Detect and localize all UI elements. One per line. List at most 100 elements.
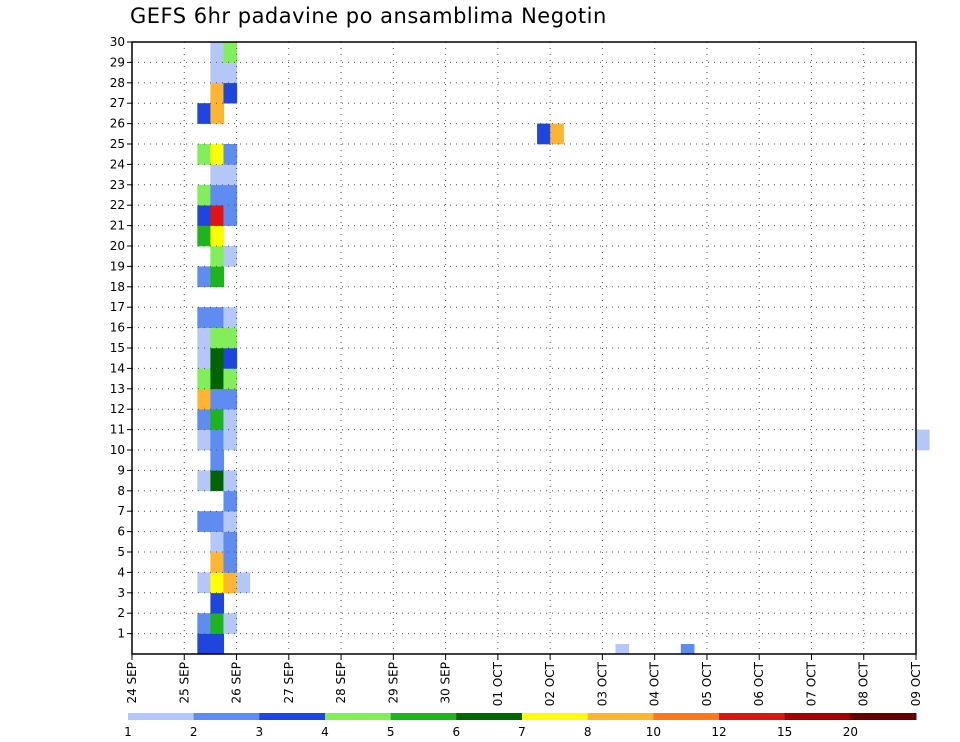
colorbar: 1 2 3 4 5 6 7 8 10 12 15 20 xyxy=(124,713,917,739)
heatmap-cell xyxy=(197,388,211,410)
y-tick-label: 11 xyxy=(110,423,125,437)
heatmap-cell xyxy=(223,388,238,410)
y-tick-label: 17 xyxy=(110,300,125,314)
y-tick-label: 23 xyxy=(110,178,125,192)
colorbar-label: 6 xyxy=(453,725,461,739)
colorbar-swatch xyxy=(784,713,851,720)
x-tick-label: 08 OCT xyxy=(857,661,871,706)
y-tick-label: 8 xyxy=(117,484,125,498)
x-tick-label: 01 OCT xyxy=(491,661,505,706)
heatmap-cell xyxy=(537,123,551,145)
chart-title: GEFS 6hr padavine po ansamblima Negotin xyxy=(130,4,607,28)
heatmap-cell xyxy=(210,164,225,186)
heatmap-cell xyxy=(223,511,238,532)
heatmap-cell xyxy=(197,429,211,451)
heatmap-cell xyxy=(210,62,225,84)
heatmap-cell xyxy=(223,184,238,206)
y-tick-label: 2 xyxy=(117,606,125,620)
colorbar-swatch xyxy=(522,713,589,720)
heatmap-cell xyxy=(223,552,238,573)
y-tick-label: 14 xyxy=(110,361,125,375)
y-tick-label: 5 xyxy=(117,545,125,559)
colorbar-swatch xyxy=(193,713,260,720)
heatmap-cell xyxy=(210,592,225,614)
heatmap-cell xyxy=(197,327,211,349)
heatmap-cell xyxy=(197,348,211,369)
y-tick-label: 19 xyxy=(110,259,125,273)
heatmap-cell xyxy=(197,613,211,634)
x-tick-label: 24 SEP xyxy=(125,662,139,704)
heatmap-cell xyxy=(210,531,225,553)
heatmap-cell xyxy=(223,82,238,104)
colorbar-label: 5 xyxy=(387,725,395,739)
heatmap-cell xyxy=(210,348,225,369)
colorbar-label: 2 xyxy=(190,725,198,739)
heatmap-cell xyxy=(223,62,238,84)
heatmap-cell xyxy=(223,613,238,634)
y-tick-label: 13 xyxy=(110,382,125,396)
heatmap-cell xyxy=(210,144,225,165)
x-tick-label: 29 SEP xyxy=(386,662,400,704)
y-tick-label: 20 xyxy=(110,239,125,253)
heatmap-cell xyxy=(223,246,238,267)
heatmap-cell xyxy=(210,429,225,451)
heatmap-cell xyxy=(223,572,238,594)
y-tick-label: 4 xyxy=(117,565,125,579)
colorbar-swatch xyxy=(850,713,917,720)
x-axis: 24 SEP 25 SEP 26 SEP 27 SEP 28 SEP 29 SEP 30 S… xyxy=(125,654,923,706)
heatmap-cell xyxy=(197,409,211,430)
x-tick-label: 09 OCT xyxy=(909,661,923,706)
x-tick-label: 30 SEP xyxy=(439,662,453,704)
y-tick-label: 3 xyxy=(117,586,125,600)
heatmap-cell xyxy=(210,470,225,492)
heatmap-cell xyxy=(210,327,225,349)
heatmap-cell xyxy=(197,572,211,594)
heatmap-cell xyxy=(210,246,225,267)
heatmap-cell xyxy=(223,327,238,349)
heatmap-cell xyxy=(210,184,225,206)
colorbar-swatch xyxy=(587,713,654,720)
x-tick-label: 02 OCT xyxy=(543,661,557,706)
heatmap-cell xyxy=(680,644,695,655)
x-tick-label: 26 SEP xyxy=(230,662,244,704)
y-tick-label: 10 xyxy=(110,443,125,457)
x-tick-label: 03 OCT xyxy=(595,661,609,706)
heatmap-cell xyxy=(197,307,211,328)
heatmap-cell xyxy=(223,409,238,430)
heatmap-cell xyxy=(210,42,225,63)
heatmap-cell xyxy=(210,511,225,532)
x-tick-label: 27 SEP xyxy=(282,662,296,704)
heatmap-cell xyxy=(210,103,225,124)
heatmap-cell xyxy=(210,266,225,288)
heatmap-cell xyxy=(210,409,225,430)
heatmap-cell xyxy=(197,144,211,165)
heatmap-cell xyxy=(210,225,225,247)
heatmap-cell xyxy=(223,368,238,390)
heatmap-cell xyxy=(223,470,238,492)
heatmap-cell xyxy=(210,552,225,573)
y-tick-label: 27 xyxy=(110,96,125,110)
heatmap-cell xyxy=(210,82,225,104)
colorbar-label: 10 xyxy=(646,725,661,739)
colorbar-swatch xyxy=(128,713,195,720)
x-tick-label: 25 SEP xyxy=(177,662,191,704)
heatmap-cell xyxy=(197,633,211,655)
colorbar-swatch xyxy=(390,713,457,720)
colorbar-label: 1 xyxy=(124,725,132,739)
heatmap-cell xyxy=(223,42,238,63)
heatmap-cell xyxy=(210,450,225,471)
y-tick-label: 29 xyxy=(110,55,125,69)
colorbar-label: 20 xyxy=(843,725,858,739)
heatmap-cell xyxy=(210,633,225,655)
heatmap-cell xyxy=(197,266,211,288)
x-tick-label: 04 OCT xyxy=(648,661,662,706)
colorbar-label: 12 xyxy=(711,725,726,739)
heatmap-cell xyxy=(223,205,238,226)
y-tick-label: 9 xyxy=(117,463,125,477)
y-tick-label: 15 xyxy=(110,341,125,355)
heatmap-cell xyxy=(223,531,238,553)
y-tick-label: 24 xyxy=(110,157,125,171)
heatmap-cell xyxy=(197,511,211,532)
y-tick-label: 12 xyxy=(110,402,125,416)
